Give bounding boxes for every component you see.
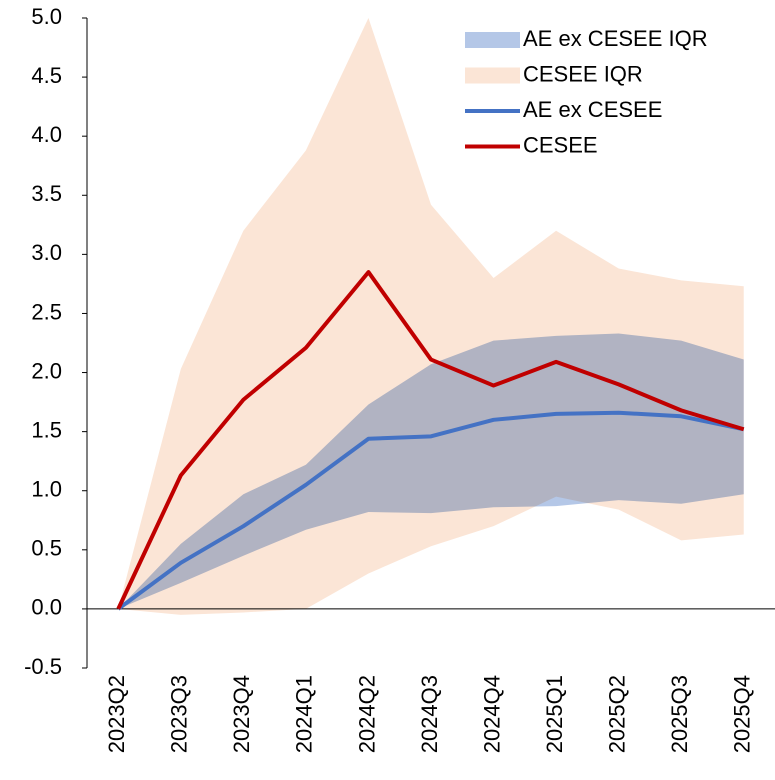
legend-swatch: [465, 32, 520, 48]
x-tick-label: 2024Q4: [479, 675, 504, 753]
y-tick-label: 0.5: [31, 536, 62, 561]
y-tick-label: 2.0: [31, 358, 62, 383]
x-tick-label: 2023Q4: [229, 675, 254, 753]
y-tick-label: 1.0: [31, 477, 62, 502]
y-tick-label: 4.0: [31, 122, 62, 147]
y-tick-label: 1.5: [31, 417, 62, 442]
legend-label: AE ex CESEE IQR: [523, 26, 708, 51]
x-tick-label: 2025Q2: [604, 675, 629, 753]
x-tick-label: 2024Q1: [292, 675, 317, 753]
y-tick-label: 2.5: [31, 299, 62, 324]
x-tick-label: 2023Q2: [104, 675, 129, 753]
legend-swatch: [465, 67, 520, 84]
series-line: [117, 410, 745, 611]
axes: -0.5 0.0 0.5 1.0 1.5 2.0 2.5 3.0 3.5 4.0 4.5 5.0 202…: [24, 4, 775, 753]
legend-label: CESEE IQR: [523, 61, 643, 86]
bands: [118, 18, 744, 615]
series-line: [116, 270, 745, 610]
legend: AE ex CESEE IQR CESEE IQR AE ex CESEE CESEE: [465, 26, 708, 157]
x-tick-label: 2023Q3: [167, 675, 192, 753]
lines: [116, 270, 745, 611]
y-tick-label: -0.5: [24, 654, 62, 679]
x-tick-label: 2024Q2: [354, 675, 379, 753]
x-tick-label: 2025Q4: [730, 675, 755, 753]
legend-label: AE ex CESEE: [523, 97, 662, 122]
x-tick-label: 2024Q3: [417, 675, 442, 753]
y-tick-label: 4.5: [31, 63, 62, 88]
y-tick-label: 3.5: [31, 181, 62, 206]
iqr-band: [118, 333, 744, 609]
legend-label: CESEE: [523, 132, 598, 157]
x-tick-label: 2025Q3: [667, 675, 692, 753]
y-tick-label: 3.0: [31, 240, 62, 265]
x-tick-label: 2025Q1: [542, 675, 567, 753]
y-tick-label: 5.0: [31, 4, 62, 29]
y-tick-label: 0.0: [31, 595, 62, 620]
